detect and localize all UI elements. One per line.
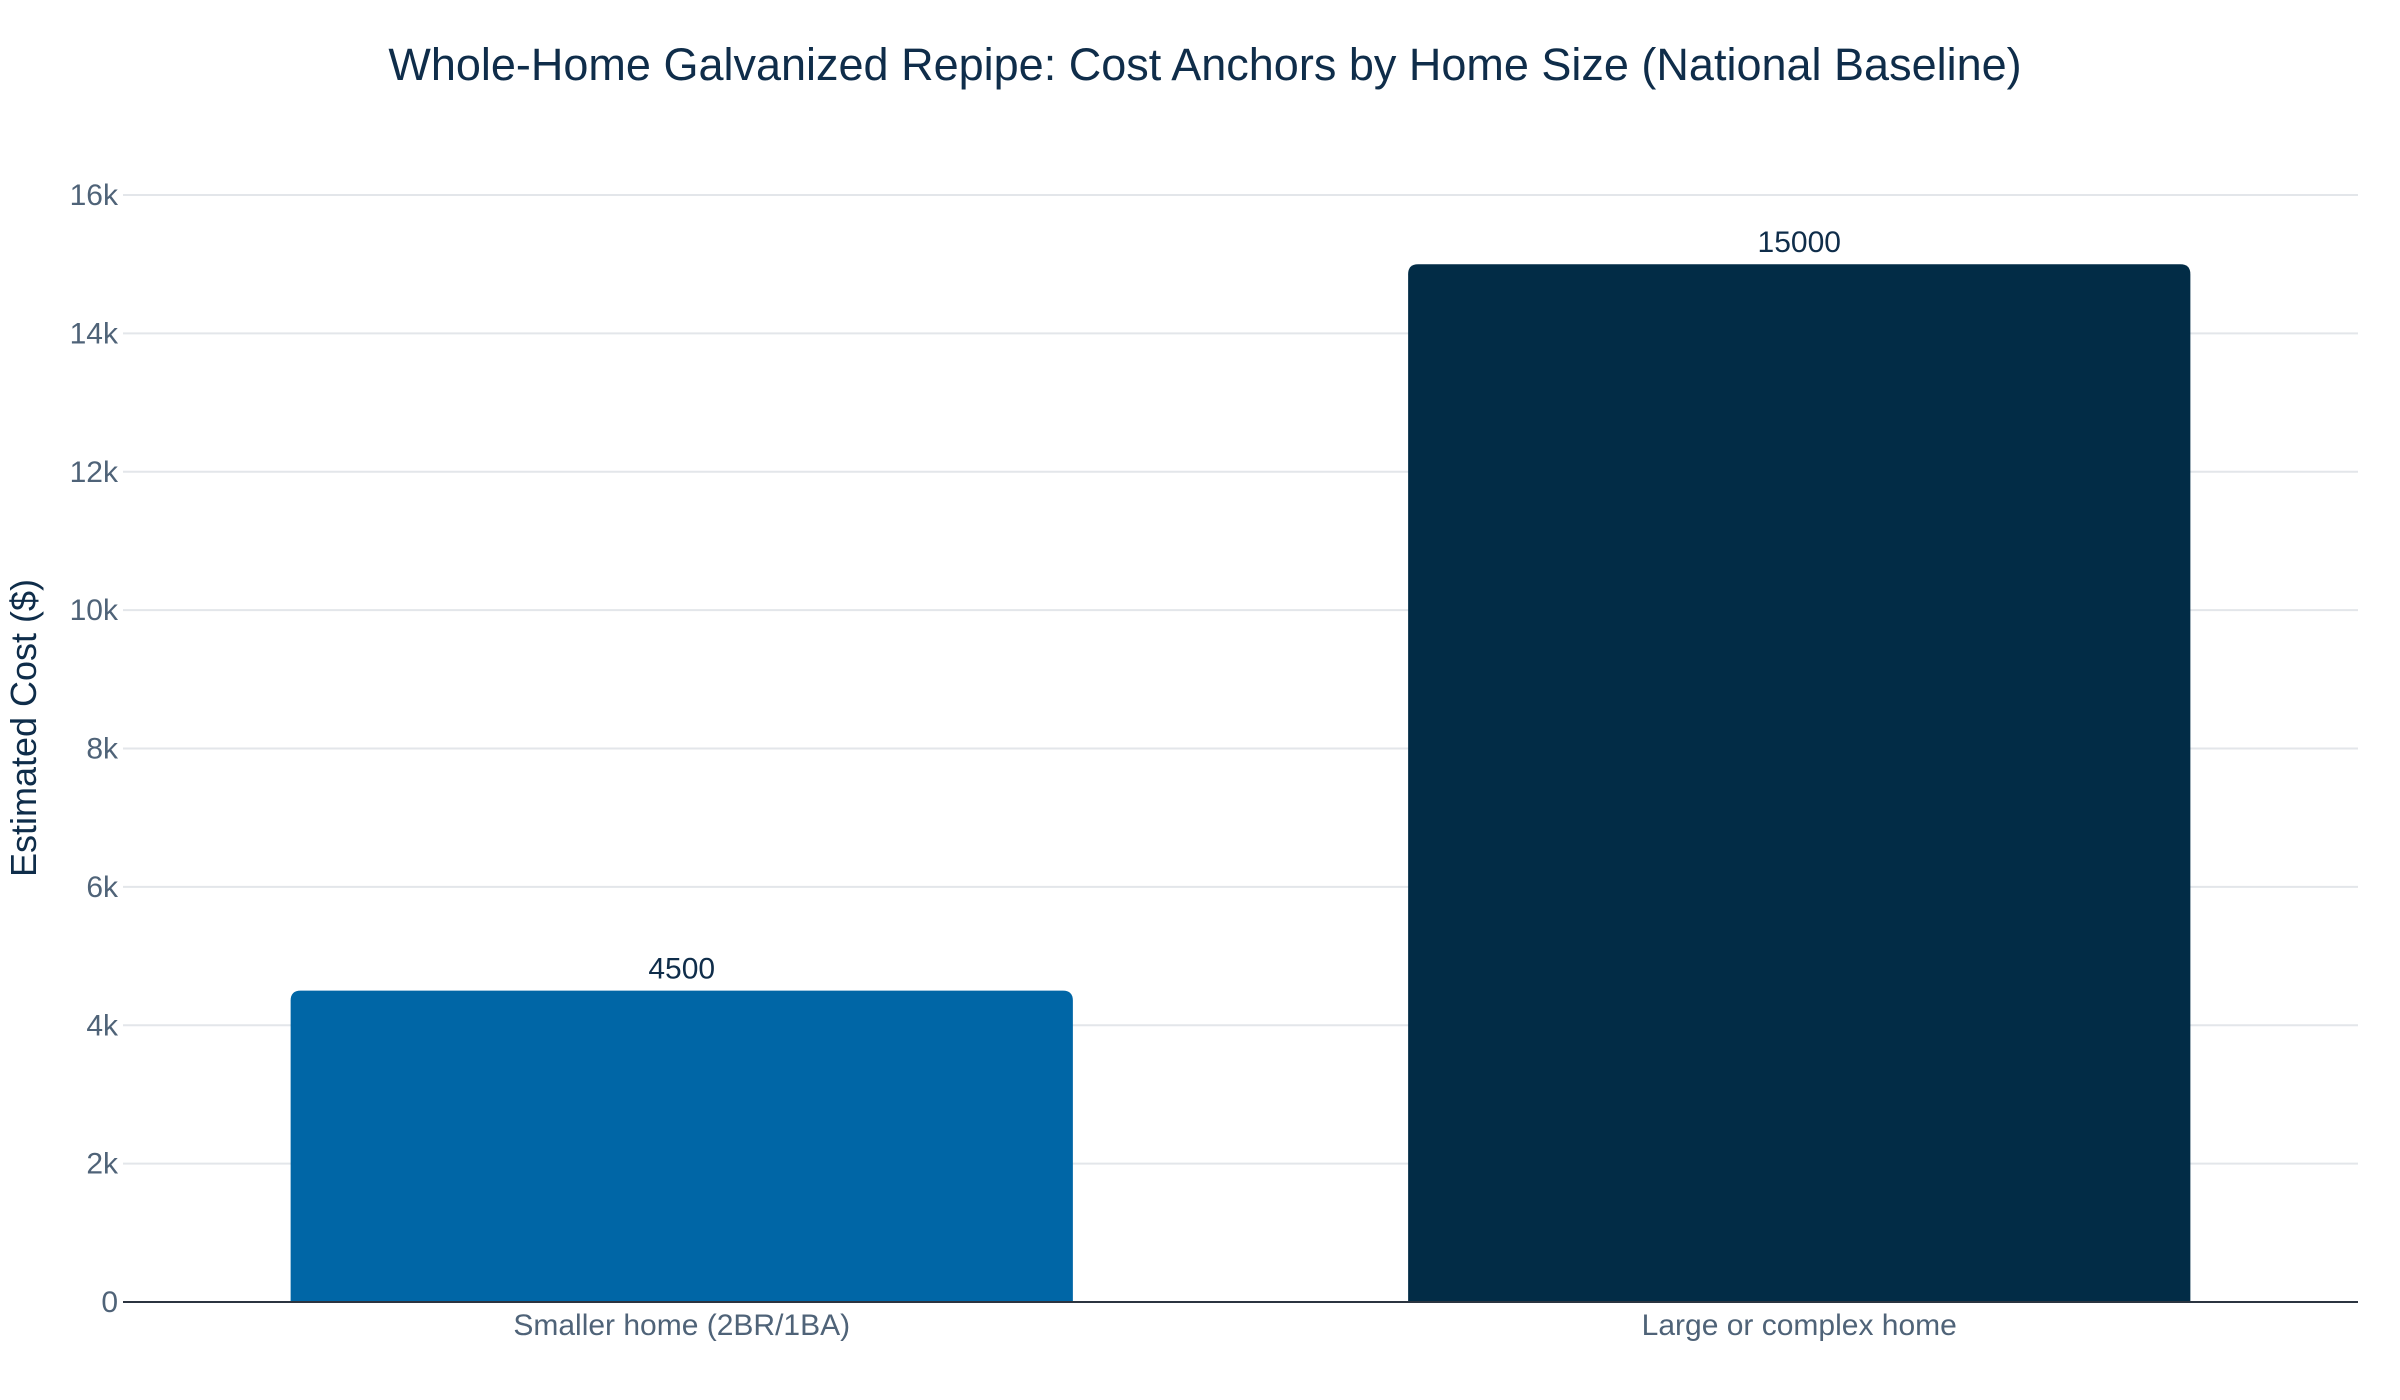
x-axis-ticks: Smaller home (2BR/1BA) Large or complex h… <box>513 1309 1956 1342</box>
y-tick-label: 14k <box>70 317 119 350</box>
y-tick-label: 4k <box>86 1009 119 1042</box>
y-tick-label: 2k <box>86 1148 119 1181</box>
chart-title: Whole-Home Galvanized Repipe: Cost Ancho… <box>388 39 2021 90</box>
bars <box>290 264 2191 1302</box>
x-tick-label: Large or complex home <box>1642 1309 1957 1342</box>
y-tick-label: 0 <box>101 1286 118 1319</box>
bar <box>1408 264 2191 1302</box>
data-labels: 4500 15000 <box>648 226 1841 985</box>
y-tick-label: 16k <box>70 179 119 212</box>
x-tick-label: Smaller home (2BR/1BA) <box>513 1309 850 1342</box>
y-axis-ticks: 0 2k 4k 6k 8k 10k 12k 14k 16k <box>70 179 119 1319</box>
y-axis-title: Estimated Cost ($) <box>3 579 44 877</box>
y-tick-label: 10k <box>70 594 119 627</box>
bar <box>290 990 1073 1302</box>
bar-value-label: 4500 <box>648 953 715 986</box>
y-tick-label: 12k <box>70 456 119 489</box>
y-tick-label: 6k <box>86 871 119 904</box>
y-tick-label: 8k <box>86 733 119 766</box>
bar-value-label: 15000 <box>1758 226 1841 259</box>
